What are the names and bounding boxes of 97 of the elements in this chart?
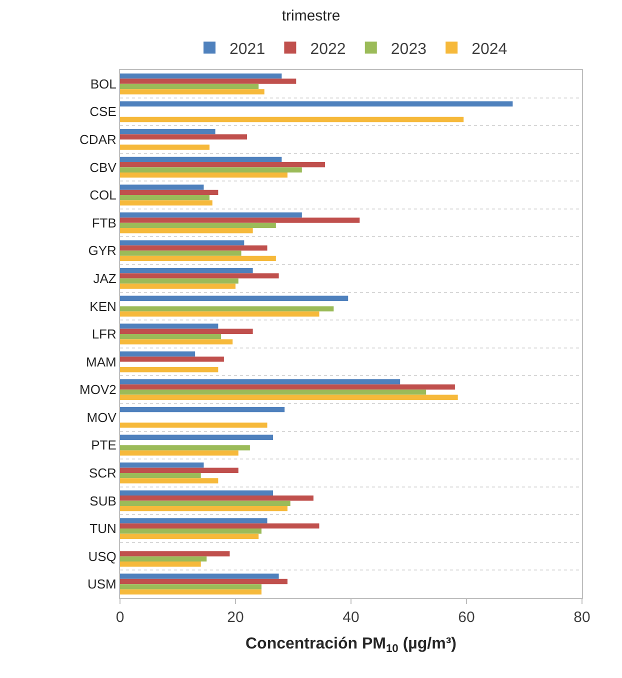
x-tick-label: 20 [227,609,244,626]
bar [120,406,285,412]
bar [120,190,218,196]
bar [120,311,320,317]
bar [120,450,238,456]
y-tick-label: CDAR [80,132,116,148]
legend-label: 2024 [472,40,508,58]
bar [120,144,210,150]
bar [120,390,426,395]
bar [120,89,264,94]
bar [120,434,274,440]
bar [120,240,244,246]
bar [120,556,207,562]
bar [120,328,253,334]
y-tick-label: TUN [90,521,116,536]
bar [120,462,204,468]
bar [120,200,212,206]
bar [120,73,282,79]
bar [120,228,253,234]
x-tick-label: 40 [342,609,360,626]
legend-label: 2023 [390,40,427,58]
bar [120,351,196,357]
bar [120,478,218,484]
bar [120,584,262,590]
y-tick-label: PTE [91,438,117,453]
x-tick-label: 0 [116,609,124,626]
bar [120,256,276,262]
x-tick-label: 60 [458,609,475,626]
bar [120,578,288,584]
bar [120,523,320,529]
bar [120,490,274,496]
y-tick-label: COL [90,188,116,203]
bar [120,528,262,534]
bar [120,379,400,384]
bar [120,306,334,312]
legend-label: 2021 [230,40,266,58]
bar [120,534,259,539]
bar [120,334,222,340]
bar [120,496,314,501]
y-tick-label: JAZ [93,270,116,286]
bar [120,384,455,390]
bar [120,156,282,162]
bar [120,278,238,284]
bar [120,394,458,400]
bar [120,367,218,372]
y-tick-label: BOL [90,76,116,92]
bar [120,195,210,200]
bar [120,245,268,251]
bar [120,518,268,524]
bar [120,250,242,256]
bar [120,589,262,595]
bar [120,324,218,329]
y-tick-label: KEN [90,298,116,314]
bar [120,218,360,223]
bar [120,101,513,106]
bar [120,212,302,218]
bar [120,356,224,362]
bar [120,445,250,450]
bar [120,134,248,140]
y-tick-label: FTB [92,215,116,230]
bar [120,284,236,289]
legend-label: 2022 [310,40,346,58]
bar [120,167,302,172]
bar [120,162,326,168]
bar [120,268,253,274]
y-tick-label: CSE [90,104,117,120]
bar [120,339,233,344]
bar [120,296,348,301]
chart-title: trimestre [282,8,340,25]
y-tick-label: MOV [86,410,117,425]
x-tick-label: 80 [574,609,590,626]
bar [120,273,279,278]
x-axis-title: Concentración PM$_{10}$ (µg/m³) [245,636,457,656]
bar [120,500,290,506]
y-tick-label: GYR [88,243,116,258]
bar [120,84,259,90]
bar [120,562,201,567]
bar [120,574,279,579]
bar [120,551,230,556]
y-tick-label: LFR [92,326,116,342]
bar [120,116,464,122]
bar [120,129,216,134]
y-tick-label: SCR [88,466,116,480]
bar [120,468,238,473]
y-tick-label: CBV [90,160,117,175]
bar [120,506,288,512]
y-tick-label: MOV2 [80,382,116,398]
y-tick-label: USM [88,576,116,592]
bar [120,78,296,84]
y-tick-label: MAM [86,354,116,370]
bar [120,184,204,190]
bar [120,222,276,228]
y-tick-label: USQ [88,548,116,564]
y-tick-label: SUB [90,493,116,508]
bar [120,172,288,178]
bar [120,422,268,428]
bar [120,472,201,478]
